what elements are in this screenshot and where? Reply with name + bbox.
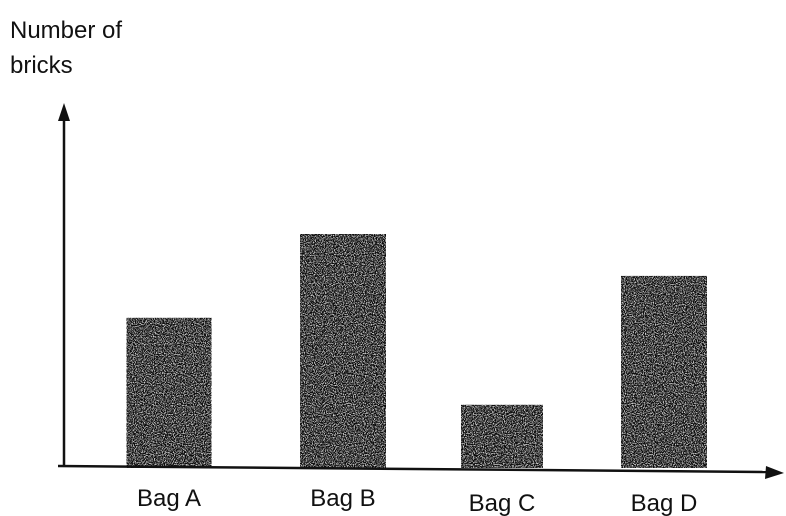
x-axis-arrow-icon <box>765 466 784 479</box>
x-axis-line <box>57 464 769 474</box>
x-tick-label-bag-d: Bag D <box>631 490 698 516</box>
x-tick-label-bag-c: Bag C <box>469 490 536 516</box>
x-tick-labels: Bag A Bag B Bag C Bag D <box>137 485 697 516</box>
bar-bag-d <box>621 275 707 468</box>
y-axis-label-line-2: bricks <box>10 52 73 79</box>
bar-bag-c <box>461 404 543 468</box>
x-tick-label-bag-a: Bag A <box>137 485 201 512</box>
y-axis-arrow-icon <box>58 103 70 121</box>
bar-bag-a <box>126 317 212 468</box>
bars-group <box>126 234 707 468</box>
bar-bag-b <box>300 234 386 468</box>
x-tick-label-bag-b: Bag B <box>310 485 375 512</box>
y-axis-label-line-1: Number of <box>10 17 122 44</box>
